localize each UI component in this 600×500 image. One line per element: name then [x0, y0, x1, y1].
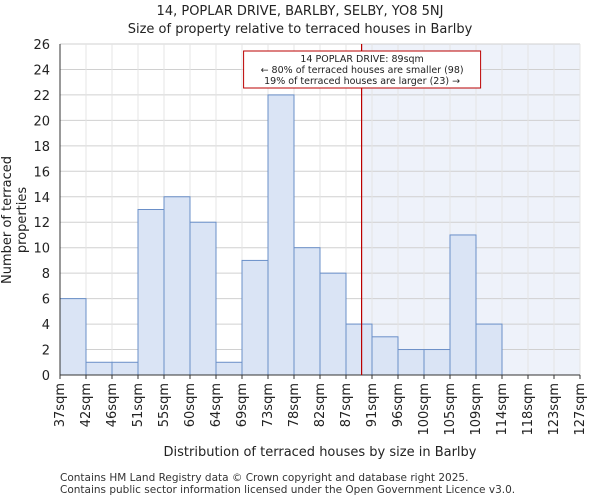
y-tick-label: 26 — [33, 38, 50, 53]
y-tick-label: 16 — [33, 165, 50, 180]
bar — [111, 361, 139, 376]
x-tick-label: 60sqm — [183, 383, 198, 427]
y-tick-label: 20 — [33, 114, 50, 129]
bar — [137, 209, 165, 376]
chart-subtitle: Size of property relative to terraced ho… — [127, 22, 473, 37]
y-tick-label: 18 — [33, 140, 50, 155]
x-tick-label: 73sqm — [261, 383, 276, 427]
chart-title: 14, POPLAR DRIVE, BARLBY, SELBY, YO8 5NJ — [156, 4, 444, 19]
bar — [267, 94, 295, 376]
x-tick-label: 114sqm — [495, 383, 510, 436]
bar — [215, 361, 243, 376]
y-tick-label: 0 — [42, 369, 50, 384]
annotation-line: 19% of terraced houses are larger (23) → — [264, 76, 460, 87]
bar — [371, 336, 399, 376]
bar — [397, 349, 425, 376]
bar — [189, 221, 217, 376]
y-tick-label: 12 — [33, 216, 50, 231]
x-tick-label: 123sqm — [547, 383, 562, 436]
x-tick-label: 42sqm — [79, 383, 94, 427]
footer-copyright: Contains HM Land Registry data © Crown c… — [60, 472, 469, 484]
bar — [59, 298, 87, 376]
y-tick-label: 4 — [42, 318, 50, 333]
x-tick-label: 87sqm — [339, 383, 354, 427]
x-tick-label: 69sqm — [235, 383, 250, 427]
y-tick-label: 8 — [42, 267, 50, 282]
bar — [241, 259, 269, 376]
y-tick-label: 2 — [42, 344, 50, 359]
x-tick-label: 82sqm — [313, 383, 328, 427]
x-tick-label: 109sqm — [469, 383, 484, 436]
x-tick-label: 37sqm — [53, 383, 68, 427]
annotation-box — [243, 50, 482, 89]
footer-licence: Contains public sector information licen… — [60, 484, 516, 496]
annotation-line: ← 80% of terraced houses are smaller (98… — [261, 65, 464, 76]
bar — [293, 247, 321, 376]
y-tick-label: 14 — [33, 191, 50, 206]
annotation-line: 14 POPLAR DRIVE: 89sqm — [300, 54, 423, 65]
x-tick-label: 91sqm — [365, 383, 380, 427]
x-tick-label: 64sqm — [209, 383, 224, 427]
x-tick-label: 46sqm — [105, 383, 120, 427]
y-axis-label: Number of terraced properties — [0, 156, 30, 284]
y-tick-label: 24 — [33, 63, 50, 78]
x-tick-label: 100sqm — [417, 383, 432, 436]
bar — [345, 323, 373, 376]
x-tick-label: 105sqm — [443, 383, 458, 436]
x-tick-label: 96sqm — [391, 383, 406, 427]
x-axis-label: Distribution of terraced houses by size … — [163, 445, 477, 460]
y-tick-label: 6 — [42, 293, 50, 308]
bar — [475, 323, 503, 376]
x-tick-label: 55sqm — [157, 383, 172, 427]
bar — [449, 234, 477, 376]
bar — [319, 272, 347, 376]
bar — [423, 349, 451, 376]
bar — [85, 361, 113, 376]
x-tick-label: 78sqm — [287, 383, 302, 427]
y-tick-label: 22 — [33, 89, 50, 104]
x-tick-label: 118sqm — [521, 383, 536, 436]
x-tick-label: 127sqm — [573, 383, 588, 436]
x-tick-label: 51sqm — [131, 383, 146, 427]
y-tick-label: 10 — [33, 242, 50, 257]
bar — [163, 196, 191, 376]
